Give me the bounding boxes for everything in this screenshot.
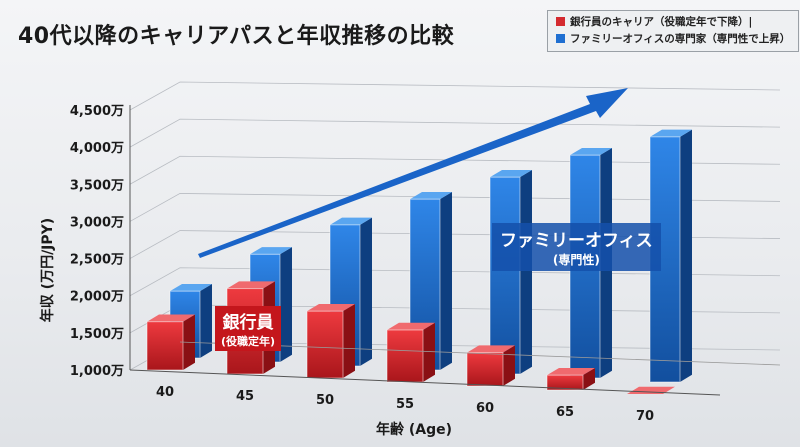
x-axis	[129, 369, 721, 396]
y-tick-label: 1,000万	[70, 364, 124, 379]
gridline	[129, 81, 781, 111]
x-axis-label: 年齢 (Age)	[376, 421, 452, 438]
bar-family-office-40-top	[170, 283, 212, 292]
bar-family-office-45-top	[250, 247, 292, 255]
bar-bank-50-front	[306, 310, 344, 379]
bar-family-office-45-side	[280, 247, 292, 362]
family-office-annotation-label: ファミリーオフィス	[500, 231, 653, 251]
x-tick-label: 60	[476, 401, 494, 416]
y-tick-label: 2,500万	[70, 253, 124, 268]
bar-family-office-55-top	[410, 191, 452, 200]
bar-family-office-65-top	[570, 147, 612, 156]
y-tick-label: 3,000万	[70, 215, 124, 230]
family-office-annotation: ファミリーオフィス (専門性)	[492, 223, 661, 271]
bar-family-office-60-side	[520, 169, 532, 374]
bar-family-office-50-top	[330, 217, 372, 225]
bar-bank-55-side	[423, 322, 435, 382]
chart-title: 40代以降のキャリアパスと年収推移の比較	[18, 24, 455, 49]
x-tick-label: 45	[236, 389, 254, 404]
legend-item-bank: 銀行員のキャリア（役職定年で下降）|	[556, 14, 790, 31]
x-tick-label: 70	[636, 409, 654, 424]
bar-bank-55-front	[386, 329, 424, 383]
y-tick-label: 3,500万	[70, 178, 124, 193]
bar-bank-45-top	[227, 281, 275, 289]
bar-family-office-55-side	[440, 191, 452, 370]
bank-annotation: 銀行員 (役職定年)	[215, 306, 282, 351]
bar-bank-60-top	[467, 345, 515, 353]
x-tick-label: 40	[156, 385, 174, 400]
y-axis-label: 年収 (万円/JPY)	[39, 218, 56, 322]
y-tick-label: 4,500万	[70, 104, 124, 119]
bar-bank-65-side	[583, 367, 595, 390]
y-tick-label: 2,000万	[70, 290, 124, 305]
bar-bank-60-front	[466, 352, 504, 387]
bar-bank-55	[386, 322, 435, 383]
bar-bank-65-top	[547, 367, 595, 376]
x-tick-label: 50	[316, 393, 334, 408]
legend-label: 銀行員のキャリア（役職定年で下降）|	[570, 16, 753, 28]
bar-bank-40-front	[146, 321, 184, 371]
legend-item-family-office: ファミリーオフィスの専門家（専門性で上昇）	[556, 31, 790, 48]
bar-bank-40-top	[147, 314, 195, 322]
y-tick-label: 1,500万	[70, 327, 124, 342]
family-office-annotation-sublabel: (専門性)	[552, 253, 600, 267]
bar-family-office-50-side	[360, 217, 372, 366]
bar-family-office-60-top	[490, 169, 532, 178]
legend-swatch-red	[556, 17, 565, 26]
x-tick-label: 55	[396, 397, 414, 412]
bar-bank-60	[466, 345, 515, 387]
bar-family-office-60	[489, 169, 532, 375]
bar-family-office-70-top	[650, 129, 692, 137]
bar-bank-50-top	[307, 303, 355, 312]
y-tick-label: 4,000万	[70, 141, 124, 156]
bar-family-office-40-side	[200, 283, 212, 358]
bank-annotation-label: 銀行員	[222, 313, 274, 333]
bar-family-office-60-front	[489, 176, 521, 375]
bar-bank-50-side	[343, 303, 355, 378]
legend: 銀行員のキャリア（役職定年で下降）| ファミリーオフィスの専門家（専門性で上昇）	[547, 10, 800, 52]
x-tick-label: 65	[556, 405, 574, 420]
bank-annotation-sublabel: (役職定年)	[221, 335, 276, 348]
bar-bank-50	[306, 303, 355, 379]
legend-label: ファミリーオフィスの専門家（専門性で上昇）	[570, 33, 791, 45]
bar-bank-65-front	[546, 374, 584, 391]
legend-swatch-blue	[556, 34, 565, 43]
bar-bank-65	[546, 367, 595, 391]
trend-arrow	[198, 88, 628, 258]
bar-bank-55-top	[387, 322, 435, 330]
bar-family-office-70-side	[680, 129, 692, 382]
bar-bank-60-side	[503, 345, 515, 386]
gridline	[129, 118, 781, 148]
